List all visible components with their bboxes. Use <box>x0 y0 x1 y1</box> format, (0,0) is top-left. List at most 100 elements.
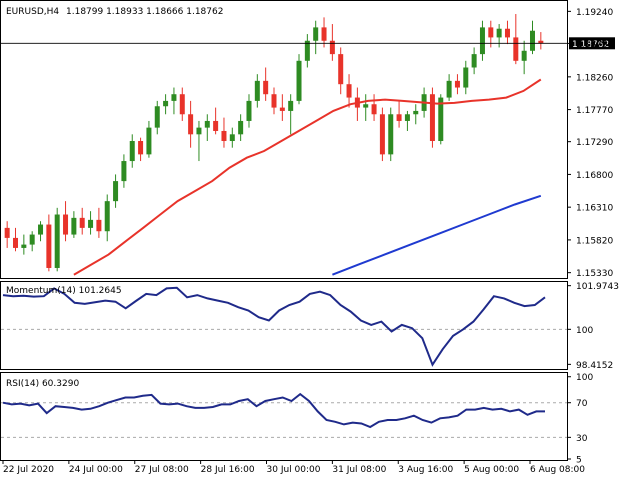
candle-body <box>263 80 269 95</box>
price-tick-label: 1.18760 <box>576 40 613 50</box>
candle <box>288 94 294 135</box>
candle-body <box>288 100 294 111</box>
candle <box>388 107 394 162</box>
candle <box>29 231 35 252</box>
candle <box>396 100 402 128</box>
rsi-label: RSI(14) 60.3290 <box>6 379 79 389</box>
time-axis: 22 Jul 2020 24 Jul 00:00 27 Jul 08:00 28 Ju… <box>2 460 585 475</box>
candle <box>154 100 160 135</box>
candle-body <box>504 28 510 38</box>
candle-body <box>304 40 310 61</box>
candle <box>79 207 85 235</box>
candle <box>454 74 460 95</box>
candle-body <box>296 60 302 101</box>
price-tick-label: 1.15820 <box>576 236 613 246</box>
symbol-label: EURUSD,H4 <box>6 7 59 17</box>
candle-body <box>513 37 519 61</box>
time-tick-label: 27 Jul 08:00 <box>135 465 189 475</box>
candle-body <box>479 27 485 55</box>
candle <box>63 201 69 242</box>
candle-body <box>121 161 127 182</box>
candle <box>471 47 477 75</box>
candle <box>188 100 194 148</box>
candle <box>371 94 377 121</box>
candle-body <box>279 107 285 111</box>
candle-body <box>196 127 202 135</box>
price-tick-label: 1.15330 <box>576 269 613 279</box>
momentum-line <box>2 286 546 367</box>
candle <box>321 17 327 48</box>
price-tick-label: 1.18260 <box>576 73 613 83</box>
candle <box>179 87 185 121</box>
price-tick-label: 1.16800 <box>576 171 613 181</box>
candle <box>238 114 244 142</box>
time-tick-label: 3 Aug 16:00 <box>398 465 453 475</box>
candle-body <box>54 214 60 268</box>
rsi-marks <box>1 392 567 438</box>
current-price-tag: 1.18762 <box>569 37 615 50</box>
candle <box>121 154 127 188</box>
candle-body <box>213 120 219 131</box>
price-tick-label: 1.19240 <box>576 8 613 18</box>
candle <box>96 207 102 238</box>
candle <box>38 221 44 242</box>
candle-body <box>96 219 102 232</box>
candle-body <box>163 100 169 107</box>
candle-body <box>4 227 10 238</box>
candle-body <box>346 84 352 98</box>
candle-body <box>496 28 502 38</box>
momentum-label: Momentum(14) 101.2645 <box>6 286 122 296</box>
rsi-pane-frame <box>0 372 568 461</box>
candle <box>71 211 77 238</box>
price-marks <box>1 14 567 276</box>
candle-body <box>429 94 435 142</box>
candle <box>438 94 444 145</box>
candle <box>229 127 235 148</box>
candle <box>104 194 110 242</box>
time-tick-label: 6 Aug 08:00 <box>530 465 585 475</box>
candle-body <box>404 114 410 121</box>
candle-body <box>529 30 535 51</box>
candle-body <box>13 237 19 248</box>
rsi-tick-label: 5 <box>576 456 582 466</box>
candle <box>13 227 19 252</box>
candle <box>513 14 519 65</box>
candle <box>429 87 435 148</box>
candle-body <box>38 224 44 235</box>
candle <box>46 214 52 272</box>
candle-body <box>63 214 69 235</box>
time-tick-label: 28 Jul 16:00 <box>201 465 255 475</box>
candle <box>404 110 410 131</box>
candle <box>313 20 319 55</box>
price-tick-label: 1.17290 <box>576 138 613 148</box>
candle <box>129 134 135 168</box>
candle-body <box>454 80 460 88</box>
time-tick-label: 30 Jul 00:00 <box>267 465 321 475</box>
momentum-axis: 101.9743 100 98.4152 <box>567 282 619 371</box>
candle-body <box>88 219 94 228</box>
candle-body <box>488 27 494 38</box>
candle <box>446 74 452 101</box>
candle-body <box>338 54 344 85</box>
candle-body <box>46 224 52 268</box>
candle-body <box>463 67 469 88</box>
candle-body <box>171 94 177 101</box>
price-tick-label: 1.16310 <box>576 204 613 214</box>
momentum-marks <box>1 286 567 367</box>
candle <box>413 104 419 125</box>
candle-body <box>371 104 377 115</box>
candle-body <box>71 217 77 235</box>
sma20-line <box>73 78 542 276</box>
candle <box>296 54 302 105</box>
time-tick-label: 22 Jul 2020 <box>3 465 54 475</box>
candle <box>504 20 510 45</box>
candle <box>463 60 469 95</box>
candle-body <box>313 27 319 41</box>
candle-body <box>246 100 252 121</box>
candle <box>4 221 10 248</box>
time-tick-label: 24 Jul 00:00 <box>69 465 123 475</box>
candle <box>163 94 169 115</box>
candle-body <box>188 114 194 135</box>
candle <box>246 94 252 128</box>
